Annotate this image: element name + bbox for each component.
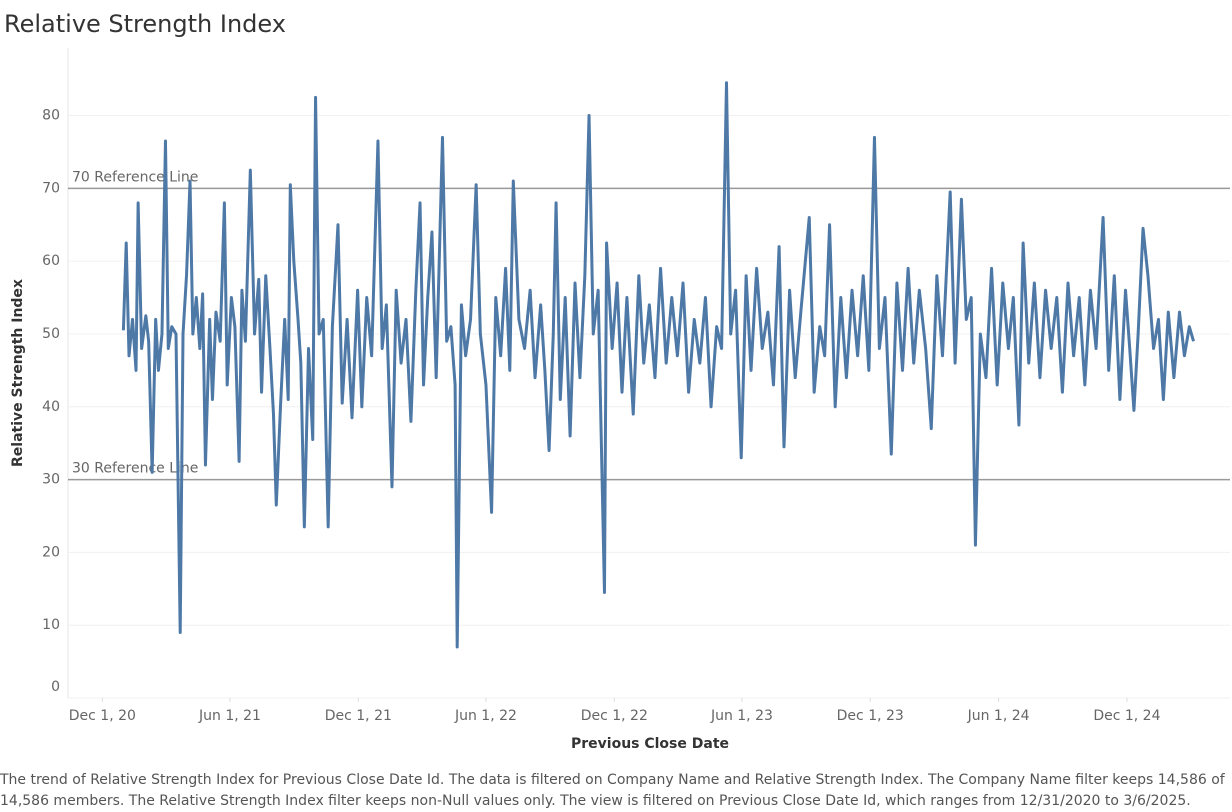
y-axis-title: Relative Strength Index: [10, 279, 26, 467]
y-tick-label: 80: [42, 108, 60, 124]
reference-label: 70 Reference Line: [72, 169, 198, 185]
x-tick-label: Jun 1, 22: [454, 708, 517, 724]
x-tick-label: Dec 1, 20: [69, 708, 136, 724]
y-tick-label: 60: [42, 253, 60, 269]
x-tick-label: Jun 1, 23: [710, 708, 773, 724]
y-tick-label: 30: [42, 472, 60, 488]
x-tick-label: Dec 1, 24: [1093, 708, 1160, 724]
caption: The trend of Relative Strength Index for…: [0, 772, 1225, 809]
y-tick-label: 10: [42, 617, 60, 633]
chart-title: Relative Strength Index: [4, 10, 286, 38]
y-tick-label: 0: [51, 679, 60, 695]
reference-label: 30 Reference Line: [72, 461, 198, 477]
y-tick-label: 70: [42, 180, 60, 196]
x-tick-label: Dec 1, 22: [581, 708, 648, 724]
rsi-line: [121, 81, 1195, 649]
x-tick-label: Dec 1, 23: [837, 708, 904, 724]
x-tick-label: Jun 1, 21: [198, 708, 261, 724]
y-tick-label: 50: [42, 326, 60, 342]
y-tick-label: 20: [42, 544, 60, 560]
y-tick-label: 40: [42, 399, 60, 415]
x-tick-label: Dec 1, 21: [325, 708, 392, 724]
chart: Relative Strength Index Previous Close D…: [4, 10, 1230, 752]
x-axis-title: Previous Close Date: [571, 736, 729, 752]
x-tick-label: Jun 1, 24: [967, 708, 1030, 724]
